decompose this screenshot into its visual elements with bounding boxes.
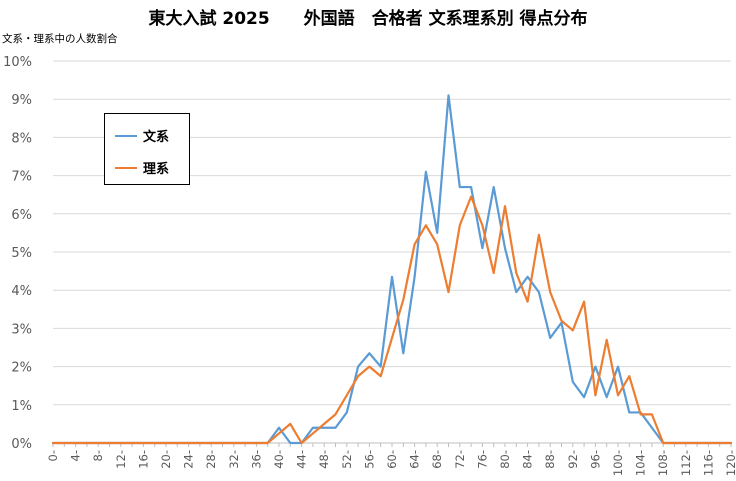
- y-axis-label: 文系・理系中の人数割合: [2, 33, 118, 45]
- y-tick-label: 0%: [11, 437, 32, 452]
- x-tick-label: 8-: [91, 450, 105, 461]
- y-tick-label: 4%: [11, 284, 32, 299]
- x-tick-label: 36-: [249, 450, 263, 469]
- x-tick-label: 68-: [430, 450, 444, 469]
- x-tick-label: 32-: [227, 450, 241, 469]
- y-tick-label: 9%: [11, 93, 32, 108]
- x-tick-label: 48-: [317, 450, 331, 469]
- y-tick-label: 6%: [11, 208, 32, 223]
- gridlines: [52, 60, 732, 447]
- legend: 文系 理系: [104, 113, 190, 185]
- x-tick-label: 76-: [475, 450, 489, 469]
- x-tick-label: 0-: [46, 450, 60, 461]
- y-tick-label: 5%: [11, 246, 32, 261]
- x-tick-label: 104-: [634, 450, 648, 476]
- y-tick-label: 3%: [11, 322, 32, 337]
- legend-item-bunkei: 文系: [115, 126, 169, 145]
- x-tick-label: 56-: [362, 450, 376, 469]
- x-tick-label: 44-: [295, 450, 309, 469]
- y-tick-label: 7%: [11, 170, 32, 185]
- x-tick-label: 120-: [724, 450, 736, 476]
- legend-swatch-bunkei: [115, 134, 137, 137]
- x-tick-label: 4-: [69, 450, 83, 461]
- y-tick-label: 2%: [11, 361, 32, 376]
- x-tick-label: 52-: [340, 450, 354, 469]
- x-tick-label: 112-: [679, 450, 693, 476]
- x-tick-label: 20-: [159, 450, 173, 469]
- x-tick-label: 100-: [611, 450, 625, 476]
- y-tick-label: 1%: [11, 399, 32, 414]
- legend-item-rikei: 理系: [115, 158, 169, 177]
- series-line-rikei: [51, 195, 733, 445]
- x-tick-label: 64-: [408, 450, 422, 469]
- x-tick-label: 28-: [204, 450, 218, 469]
- x-tick-label: 12-: [114, 450, 128, 469]
- y-tick-labels: 0% 1% 2% 3% 4% 5% 6% 7% 8% 9% 10%: [3, 55, 32, 452]
- x-tick-label: 80-: [498, 450, 512, 469]
- x-tick-label: 24-: [182, 450, 196, 469]
- x-tick-label: 116-: [701, 450, 715, 476]
- legend-label-rikei: 理系: [143, 162, 170, 177]
- x-tick-label: 16-: [136, 450, 150, 469]
- chart-title: 東大入試 2025 外国語 合格者 文系理系別 得点分布: [148, 9, 588, 29]
- x-tick-label: 92-: [566, 450, 580, 469]
- y-tick-label: 8%: [11, 131, 32, 146]
- x-tick-label: 72-: [453, 450, 467, 469]
- legend-swatch-rikei: [115, 166, 137, 169]
- x-tick-label: 96-: [588, 450, 602, 469]
- x-tick-label: 108-: [656, 450, 670, 476]
- x-tick-label: 88-: [543, 450, 557, 469]
- x-tick-label: 84-: [521, 450, 535, 469]
- x-tick-label: 40-: [272, 450, 286, 469]
- y-tick-label: 10%: [3, 55, 32, 70]
- x-tick-labels: 0- 4- 8- 12- 16- 20- 24- 28- 32- 36- 40- 44- 48- 52- 5…: [46, 450, 736, 476]
- legend-label-bunkei: 文系: [143, 130, 170, 145]
- x-tick-label: 60-: [385, 450, 399, 469]
- series-lines: [51, 94, 733, 445]
